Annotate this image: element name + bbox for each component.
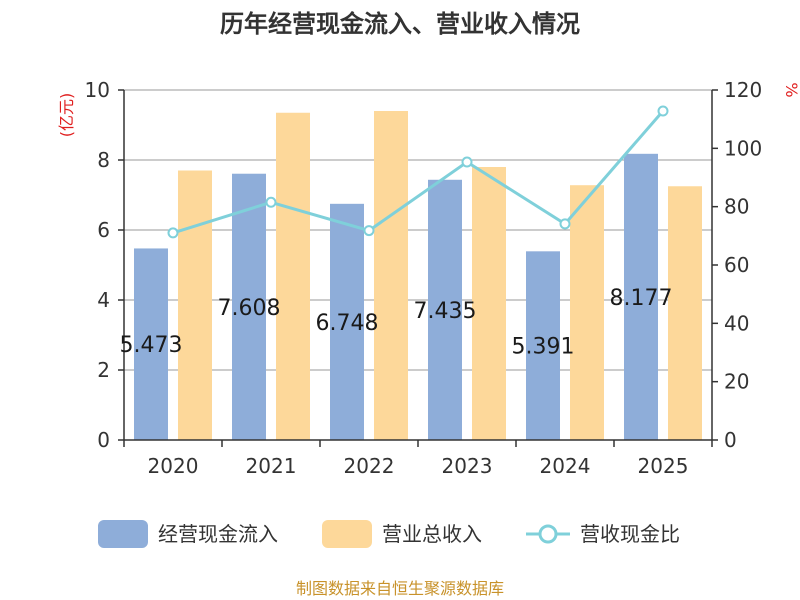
bar-revenue-2022 — [374, 111, 408, 440]
data-label-cash-inflow-2020: 5.473 — [120, 333, 183, 358]
chart-title: 历年经营现金流入、营业收入情况 — [220, 10, 580, 38]
ratio-point-2024 — [559, 218, 571, 230]
legend-label-revenue: 营业总收入 — [382, 522, 482, 546]
right-tick-label-60: 60 — [724, 253, 749, 277]
right-axis-unit: % — [782, 82, 800, 97]
x-tick-label-2021: 2021 — [246, 454, 297, 478]
x-tick-label-2023: 2023 — [442, 454, 493, 478]
x-tick-label-2020: 2020 — [148, 454, 199, 478]
left-tick-label-10: 10 — [85, 78, 110, 102]
right-tick-label-40: 40 — [724, 311, 749, 335]
x-tick-label-2025: 2025 — [638, 454, 689, 478]
ratio-point-2025 — [657, 105, 669, 117]
bar-cash-inflow-2025 — [624, 153, 658, 440]
left-tick-label-0: 0 — [97, 428, 110, 452]
data-label-cash-inflow-2023: 7.435 — [414, 299, 477, 324]
bar-cash-inflow-2020 — [134, 248, 168, 440]
data-label-cash-inflow-2022: 6.748 — [316, 311, 379, 336]
left-tick-label-6: 6 — [97, 218, 110, 242]
left-tick-label-4: 4 — [97, 288, 110, 312]
left-tick-label-8: 8 — [97, 148, 110, 172]
ratio-line — [167, 105, 669, 239]
bar-cash-inflow-2021 — [232, 173, 266, 440]
legend-label-ratio: 营收现金比 — [580, 522, 680, 546]
data-label-cash-inflow-2024: 5.391 — [512, 335, 575, 360]
ratio-point-2022 — [363, 225, 375, 237]
bar-revenue-2025 — [668, 186, 702, 440]
data-labels: 5.473 7.608 6.748 7.435 5.391 8.177 — [120, 286, 673, 360]
left-axis-unit: (亿元) — [57, 93, 76, 138]
legend-swatch-cash-inflow — [98, 520, 148, 548]
x-tick-label-2024: 2024 — [540, 454, 591, 478]
legend-label-cash-inflow: 经营现金流入 — [158, 522, 278, 546]
bar-cash-inflow-2024 — [526, 251, 560, 440]
data-label-cash-inflow-2021: 7.608 — [218, 296, 281, 321]
right-tick-label-120: 120 — [724, 78, 762, 102]
left-tick-label-2: 2 — [97, 358, 110, 382]
data-label-cash-inflow-2025: 8.177 — [610, 286, 673, 311]
bar-cash-inflow-2023 — [428, 179, 462, 440]
right-tick-label-20: 20 — [724, 370, 749, 394]
bars — [134, 111, 702, 440]
x-tick-label-2022: 2022 — [344, 454, 395, 478]
ratio-point-2021 — [265, 196, 277, 208]
legend[interactable]: 经营现金流入 营业总收入 营收现金比 — [98, 520, 680, 548]
right-tick-label-80: 80 — [724, 195, 749, 219]
gridlines — [124, 89, 712, 441]
right-tick-label-0: 0 — [724, 428, 737, 452]
source-note: 制图数据来自恒生聚源数据库 — [296, 579, 504, 598]
bar-revenue-2024 — [570, 185, 604, 440]
bar-revenue-2023 — [472, 167, 506, 440]
right-tick-label-100: 100 — [724, 136, 762, 160]
legend-swatch-revenue — [322, 520, 372, 548]
ratio-point-2020 — [167, 227, 179, 239]
ratio-point-2023 — [461, 156, 473, 168]
bar-revenue-2021 — [276, 112, 310, 440]
bar-revenue-2020 — [178, 170, 212, 440]
legend-marker-ratio — [538, 524, 558, 544]
ratio-polyline — [172, 110, 665, 235]
bar-cash-inflow-2022 — [330, 203, 364, 440]
